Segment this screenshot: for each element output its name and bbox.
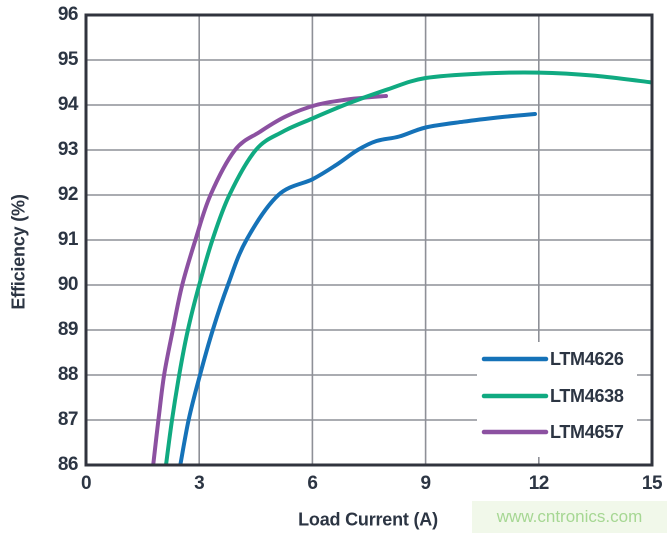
x-tick-label: 12 — [528, 473, 550, 494]
x-tick-label: 0 — [80, 473, 92, 494]
y-tick-label: 89 — [57, 319, 79, 340]
legend-label-LTM4657: LTM4657 — [550, 422, 624, 442]
y-tick-label: 91 — [57, 229, 79, 250]
y-tick-label: 94 — [57, 94, 79, 115]
y-tick-label: 92 — [57, 184, 79, 205]
watermark: www.cntronics.com — [496, 507, 643, 526]
series-line-LTM4657 — [151, 94, 388, 465]
y-axis-title: Efficiency (%) — [8, 194, 29, 310]
x-tick-label: 6 — [307, 473, 318, 494]
x-axis-title: Load Current (A) — [298, 509, 438, 530]
watermark-background — [472, 501, 667, 533]
y-tick-label: 95 — [57, 49, 79, 70]
y-tick-label: 87 — [57, 409, 79, 430]
x-tick-label: 3 — [194, 473, 205, 494]
y-tick-label: 96 — [57, 4, 79, 25]
series-line-LTM4626 — [178, 112, 537, 465]
y-tick-label: 93 — [57, 139, 79, 160]
legend-label-LTM4626: LTM4626 — [550, 349, 624, 369]
y-tick-label: 88 — [57, 364, 79, 385]
legend-label-LTM4638: LTM4638 — [550, 386, 624, 406]
x-tick-label: 9 — [420, 473, 432, 494]
plot-frame — [84, 13, 654, 467]
y-tick-label: 86 — [57, 454, 79, 475]
series-line-LTM4638 — [164, 70, 652, 465]
x-tick-label: 15 — [641, 473, 663, 494]
y-tick-label: 90 — [57, 274, 79, 295]
